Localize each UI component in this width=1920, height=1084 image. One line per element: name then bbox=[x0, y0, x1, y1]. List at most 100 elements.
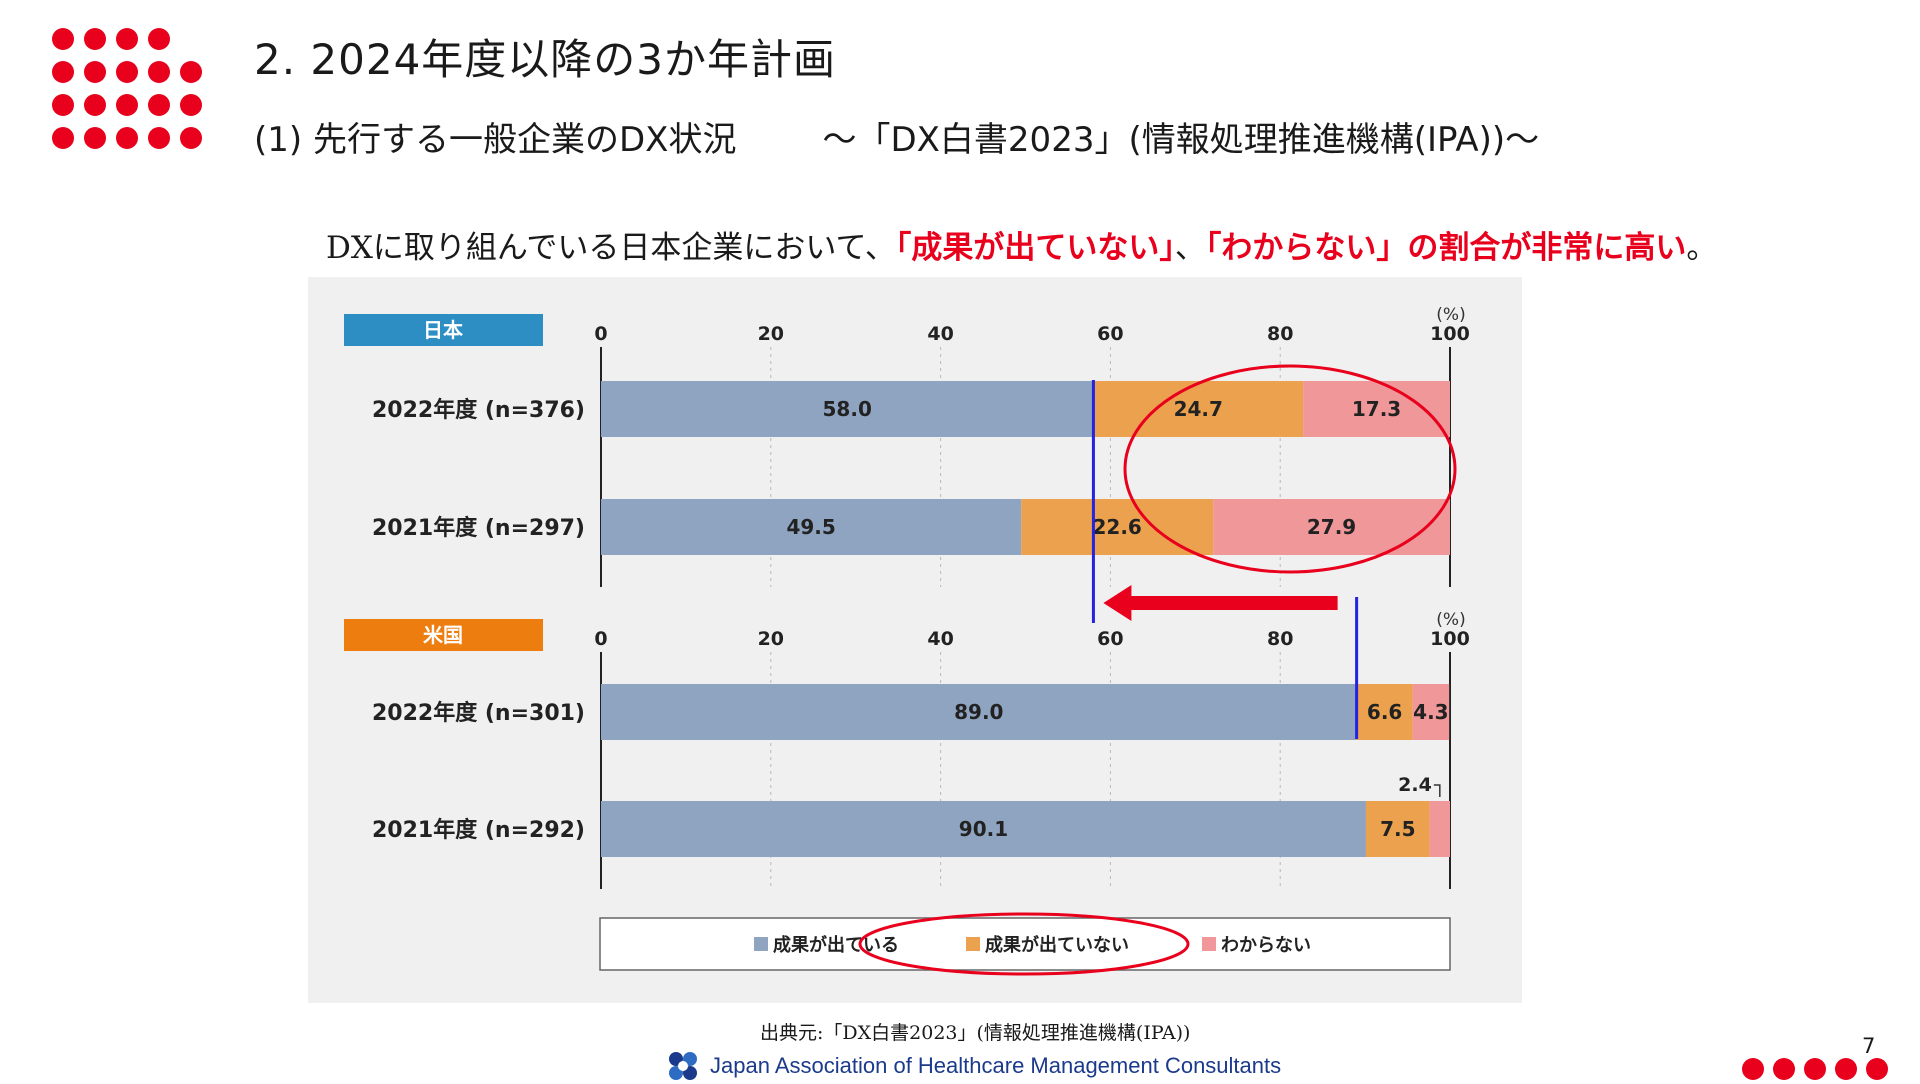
decor-dot bbox=[180, 94, 202, 116]
bar-segment bbox=[1365, 801, 1430, 857]
data-label: 89.0 bbox=[954, 700, 1003, 724]
decor-dot bbox=[84, 61, 106, 83]
decor-dot bbox=[1866, 1058, 1888, 1080]
data-label: 49.5 bbox=[786, 515, 835, 539]
x-tick-label: 20 bbox=[758, 628, 784, 650]
category-label: 2022年度 (n=301) bbox=[372, 700, 585, 726]
decor-dot bbox=[116, 61, 138, 83]
decor-dot bbox=[116, 94, 138, 116]
legend-label: わからない bbox=[1221, 935, 1311, 956]
x-tick-label: 80 bbox=[1267, 628, 1293, 650]
bar-segment bbox=[601, 801, 1366, 857]
dx-results-chart: 日本 (%) 0 20 40 60 80 100 2022年度 (n=376) 58.0 24.7 1… bbox=[308, 277, 1522, 1003]
corner-dots-decoration bbox=[52, 28, 212, 158]
legend-label: 成果が出ていない bbox=[985, 934, 1129, 956]
x-tick-label: 100 bbox=[1430, 628, 1470, 650]
data-label: 4.3 bbox=[1413, 700, 1448, 724]
axis-unit-label: (%) bbox=[1436, 305, 1465, 325]
footer-dots-decoration bbox=[1742, 1058, 1892, 1080]
source-citation: 出典元:「DX白書2023」(情報処理推進機構(IPA)) bbox=[760, 1022, 1191, 1044]
bar-segment bbox=[1093, 381, 1304, 437]
bar-segment bbox=[601, 381, 1094, 437]
data-label: 6.6 bbox=[1367, 700, 1402, 724]
decor-dot bbox=[84, 127, 106, 149]
legend-box bbox=[599, 917, 1451, 971]
decor-dot bbox=[148, 94, 170, 116]
bar-segment bbox=[1356, 684, 1413, 740]
data-label: 17.3 bbox=[1352, 397, 1401, 421]
lead-highlight-2: 「わからない」 bbox=[1205, 230, 1408, 266]
subtitle-text: (1) 先行する一般企業のDX状況 bbox=[254, 120, 737, 160]
x-tick-label: 40 bbox=[927, 323, 953, 345]
x-tick-label: 80 bbox=[1267, 323, 1293, 345]
bar-segment bbox=[601, 499, 1022, 555]
category-label: 2021年度 (n=297) bbox=[372, 515, 585, 541]
legend-label: 成果が出ている bbox=[773, 934, 899, 956]
org-footer: Japan Association of Healthcare Manageme… bbox=[664, 1048, 1281, 1084]
decor-dot bbox=[1804, 1058, 1826, 1080]
bar-segment bbox=[1429, 801, 1450, 857]
decor-dot bbox=[84, 94, 106, 116]
bar-segment bbox=[601, 684, 1357, 740]
decor-dot bbox=[1835, 1058, 1857, 1080]
subtitle-source: ～「DX白書2023」(情報処理推進機構(IPA))～ bbox=[822, 120, 1540, 160]
decor-dot bbox=[148, 61, 170, 83]
data-label: 90.1 bbox=[959, 817, 1008, 841]
panel-label-badge bbox=[344, 314, 543, 346]
decor-dot bbox=[84, 28, 106, 50]
legend-swatch bbox=[1202, 937, 1216, 951]
x-tick-label: 40 bbox=[927, 628, 953, 650]
decor-dot bbox=[1742, 1058, 1764, 1080]
lead-separator: 、 bbox=[1174, 230, 1206, 266]
decor-dot bbox=[1773, 1058, 1795, 1080]
highlight-ellipse-legend bbox=[858, 912, 1190, 976]
data-label: 22.6 bbox=[1093, 515, 1142, 539]
chart-svg: 日本 (%) 0 20 40 60 80 100 2022年度 (n=376) 58.0 24.7 1… bbox=[344, 305, 1470, 976]
lead-prefix: DXに取り組んでいる日本企業において、 bbox=[326, 230, 896, 266]
lead-end: 。 bbox=[1686, 230, 1718, 266]
decor-dot bbox=[180, 61, 202, 83]
legend-swatch bbox=[966, 937, 980, 951]
lead-sentence: DXに取り組んでいる日本企業において、「成果が出ていない」、「わからない」の割合… bbox=[326, 222, 1717, 267]
decor-dot bbox=[52, 28, 74, 50]
data-label: 24.7 bbox=[1174, 397, 1223, 421]
decor-dot bbox=[148, 28, 170, 50]
panel-label: 米国 bbox=[423, 623, 463, 647]
data-label: 7.5 bbox=[1380, 817, 1415, 841]
highlight-ellipse-japan bbox=[1123, 364, 1457, 574]
decor-dot bbox=[116, 127, 138, 149]
lead-highlight-1: 「成果が出ていない」 bbox=[895, 230, 1175, 266]
org-logo-icon bbox=[669, 1052, 697, 1080]
decor-dot bbox=[52, 94, 74, 116]
legend-swatch bbox=[754, 937, 768, 951]
slide-subtitle: (1) 先行する一般企業のDX状況 ～「DX白書2023」(情報処理推進機構(IP… bbox=[254, 112, 1539, 161]
x-tick-label: 100 bbox=[1430, 323, 1470, 345]
lead-highlight-3: の割合が非常に高い bbox=[1407, 230, 1687, 266]
category-label: 2022年度 (n=376) bbox=[372, 397, 585, 423]
x-tick-label: 0 bbox=[594, 628, 607, 650]
panel-label-badge bbox=[344, 619, 543, 651]
bar-segment bbox=[1213, 499, 1450, 555]
category-label: 2021年度 (n=292) bbox=[372, 817, 585, 843]
data-label-leader bbox=[1433, 784, 1441, 797]
x-tick-label: 20 bbox=[758, 323, 784, 345]
decor-dot bbox=[148, 127, 170, 149]
comparison-arrow-head bbox=[1103, 585, 1132, 621]
comparison-arrow-shaft bbox=[1128, 596, 1338, 610]
slide-title: 2. 2024年度以降の3か年計画 bbox=[254, 35, 837, 84]
data-label: 2.4 bbox=[1398, 774, 1432, 796]
x-tick-label: 60 bbox=[1097, 323, 1123, 345]
decor-dot bbox=[52, 127, 74, 149]
panel-label: 日本 bbox=[423, 318, 463, 342]
decor-dot bbox=[180, 127, 202, 149]
x-tick-label: 0 bbox=[594, 323, 607, 345]
decor-dot bbox=[116, 28, 138, 50]
bar-segment bbox=[1412, 684, 1450, 740]
data-label: 27.9 bbox=[1307, 515, 1356, 539]
decor-dot bbox=[52, 61, 74, 83]
x-tick-label: 60 bbox=[1097, 628, 1123, 650]
page-number: 7 bbox=[1862, 1034, 1876, 1058]
axis-unit-label: (%) bbox=[1436, 610, 1465, 630]
data-label: 58.0 bbox=[823, 397, 872, 421]
org-name: Japan Association of Healthcare Manageme… bbox=[710, 1053, 1282, 1078]
